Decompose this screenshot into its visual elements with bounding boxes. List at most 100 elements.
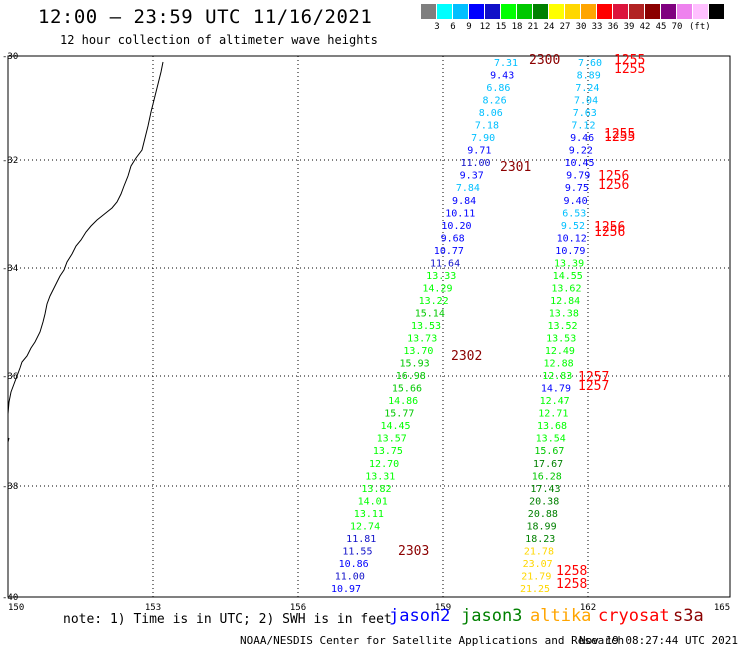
wave-height-value: 23.07 [523, 559, 553, 570]
pass-time-label: 2302 [451, 349, 482, 364]
pass-time-label: 1255 [614, 62, 645, 77]
pass-time-label: 1258 [556, 577, 587, 592]
pass-time-label: 2300 [529, 53, 560, 68]
pass-time-label: 1257 [578, 370, 609, 385]
legend-tick-label: 6 [450, 22, 456, 32]
satellite-cryosat-label: cryosat [598, 606, 670, 626]
legend-swatch [629, 4, 644, 19]
pass-time-label: 1256 [594, 225, 625, 240]
wave-height-value: 20.88 [528, 509, 558, 520]
legend-swatch [549, 4, 564, 19]
legend-swatch [421, 4, 436, 19]
coastline [7, 61, 164, 415]
wave-height-value: 8.26 [483, 96, 507, 107]
wave-height-value: 20.38 [529, 496, 559, 507]
longitude-label: 165 [714, 603, 730, 613]
wave-height-value: 18.23 [525, 534, 555, 545]
satellite-jason3-label: jason3 [461, 606, 523, 626]
wave-height-value: 7.84 [456, 183, 480, 194]
longitude-label: 153 [145, 603, 161, 613]
wave-height-value: 13.33 [426, 271, 456, 282]
legend-tick-label: 39 [623, 22, 635, 32]
wave-height-value: 14.86 [388, 396, 418, 407]
latitude-label: -38 [2, 482, 18, 492]
wave-height-value: 10.97 [331, 584, 361, 595]
legend-swatch [677, 4, 692, 19]
longitude-labels: 150 153 156 159 162 165 [8, 603, 730, 613]
wave-height-value: 12.47 [540, 396, 570, 407]
legend-unit: (ft) [689, 22, 711, 32]
latitude-label: -32 [2, 156, 18, 166]
wave-height-value: 12.84 [550, 296, 580, 307]
wave-height-value: 12.74 [350, 521, 380, 532]
wave-height-value: 12.88 [544, 359, 574, 370]
wave-height-value: 9.40 [564, 196, 588, 207]
wave-height-value: 12.70 [369, 459, 399, 470]
wave-height-value: 10.12 [557, 233, 587, 244]
latitude-labels: -30 -32 -34 -36 -38 -40 [2, 52, 18, 603]
pass-time-label: 1256 [598, 169, 629, 184]
legend-tick-label: 30 [575, 22, 587, 32]
page-title: 12:00 – 23:59 UTC 11/16/2021 [38, 6, 373, 28]
legend-tick-label: 45 [655, 22, 667, 32]
longitude-label: 156 [290, 603, 306, 613]
wave-height-value: 7.12 [571, 121, 595, 132]
wave-height-value: 9.79 [566, 171, 590, 182]
longitude-label: 150 [8, 603, 24, 613]
wave-height-value: 14.29 [422, 283, 452, 294]
legend-swatch [485, 4, 500, 19]
legend-swatch [533, 4, 548, 19]
wave-height-value: 14.55 [553, 271, 583, 282]
longitude-label: 162 [580, 603, 596, 613]
legend-tick-label: 36 [607, 22, 619, 32]
satellite-s3a-label: s3a [673, 606, 704, 626]
wave-height-value: 13.53 [411, 321, 441, 332]
wave-height-value: 13.11 [354, 509, 384, 520]
legend-tick-label: 15 [495, 22, 507, 32]
legend-swatch [581, 4, 596, 19]
legend-tick-label: 42 [639, 22, 651, 32]
wave-height-value: 17.43 [530, 484, 560, 495]
pass-time-label: 1255 [604, 127, 635, 142]
legend-swatch [453, 4, 468, 19]
satellite-altika-label: altika [530, 606, 592, 626]
satellite-jason2-label: jason2 [389, 606, 451, 626]
wave-height-value: 9.52 [561, 221, 585, 232]
wave-height-value: 18.99 [526, 521, 556, 532]
legend-tick-label: 70 [671, 22, 683, 32]
wave-height-value: 10.45 [564, 158, 594, 169]
legend-swatch [501, 4, 516, 19]
wave-height-value: 14.01 [358, 496, 388, 507]
wave-height-value: 10.79 [555, 246, 585, 257]
wave-height-value: 13.70 [403, 346, 433, 357]
legend-swatch [661, 4, 676, 19]
footer-note: note: 1) Time is in UTC; 2) SWH is in fe… [63, 612, 392, 627]
wave-height-value: 11.64 [430, 258, 460, 269]
wave-height-value: 13.73 [407, 334, 437, 345]
wave-height-value: 6.86 [486, 83, 510, 94]
wave-height-value: 10.86 [339, 559, 369, 570]
wave-height-value: 11.81 [346, 534, 376, 545]
wave-height-value: 9.84 [452, 196, 476, 207]
latitude-label: -30 [2, 52, 18, 62]
longitude-label: 159 [435, 603, 451, 613]
wave-height-value: 9.75 [565, 183, 589, 194]
wave-height-value: 15.93 [400, 359, 430, 370]
wave-height-value: 13.82 [361, 484, 391, 495]
pass-time-label: 1256 [594, 220, 625, 235]
wave-height-value: 9.71 [467, 146, 491, 157]
legend-tick-label: 24 [543, 22, 555, 32]
wave-height-value: 7.63 [573, 108, 597, 119]
wave-height-value: 13.52 [547, 321, 577, 332]
wave-height-value: 12.49 [545, 346, 575, 357]
legend-swatch [469, 4, 484, 19]
map-frame [7, 55, 731, 598]
wave-height-value: 15.14 [415, 308, 445, 319]
wave-height-value: 13.31 [365, 471, 395, 482]
wave-height-value: 15.77 [384, 409, 414, 420]
wave-height-value: 13.62 [551, 283, 581, 294]
legend-swatch [597, 4, 612, 19]
wave-height-value: 12.71 [538, 409, 568, 420]
legend-swatch [517, 4, 532, 19]
